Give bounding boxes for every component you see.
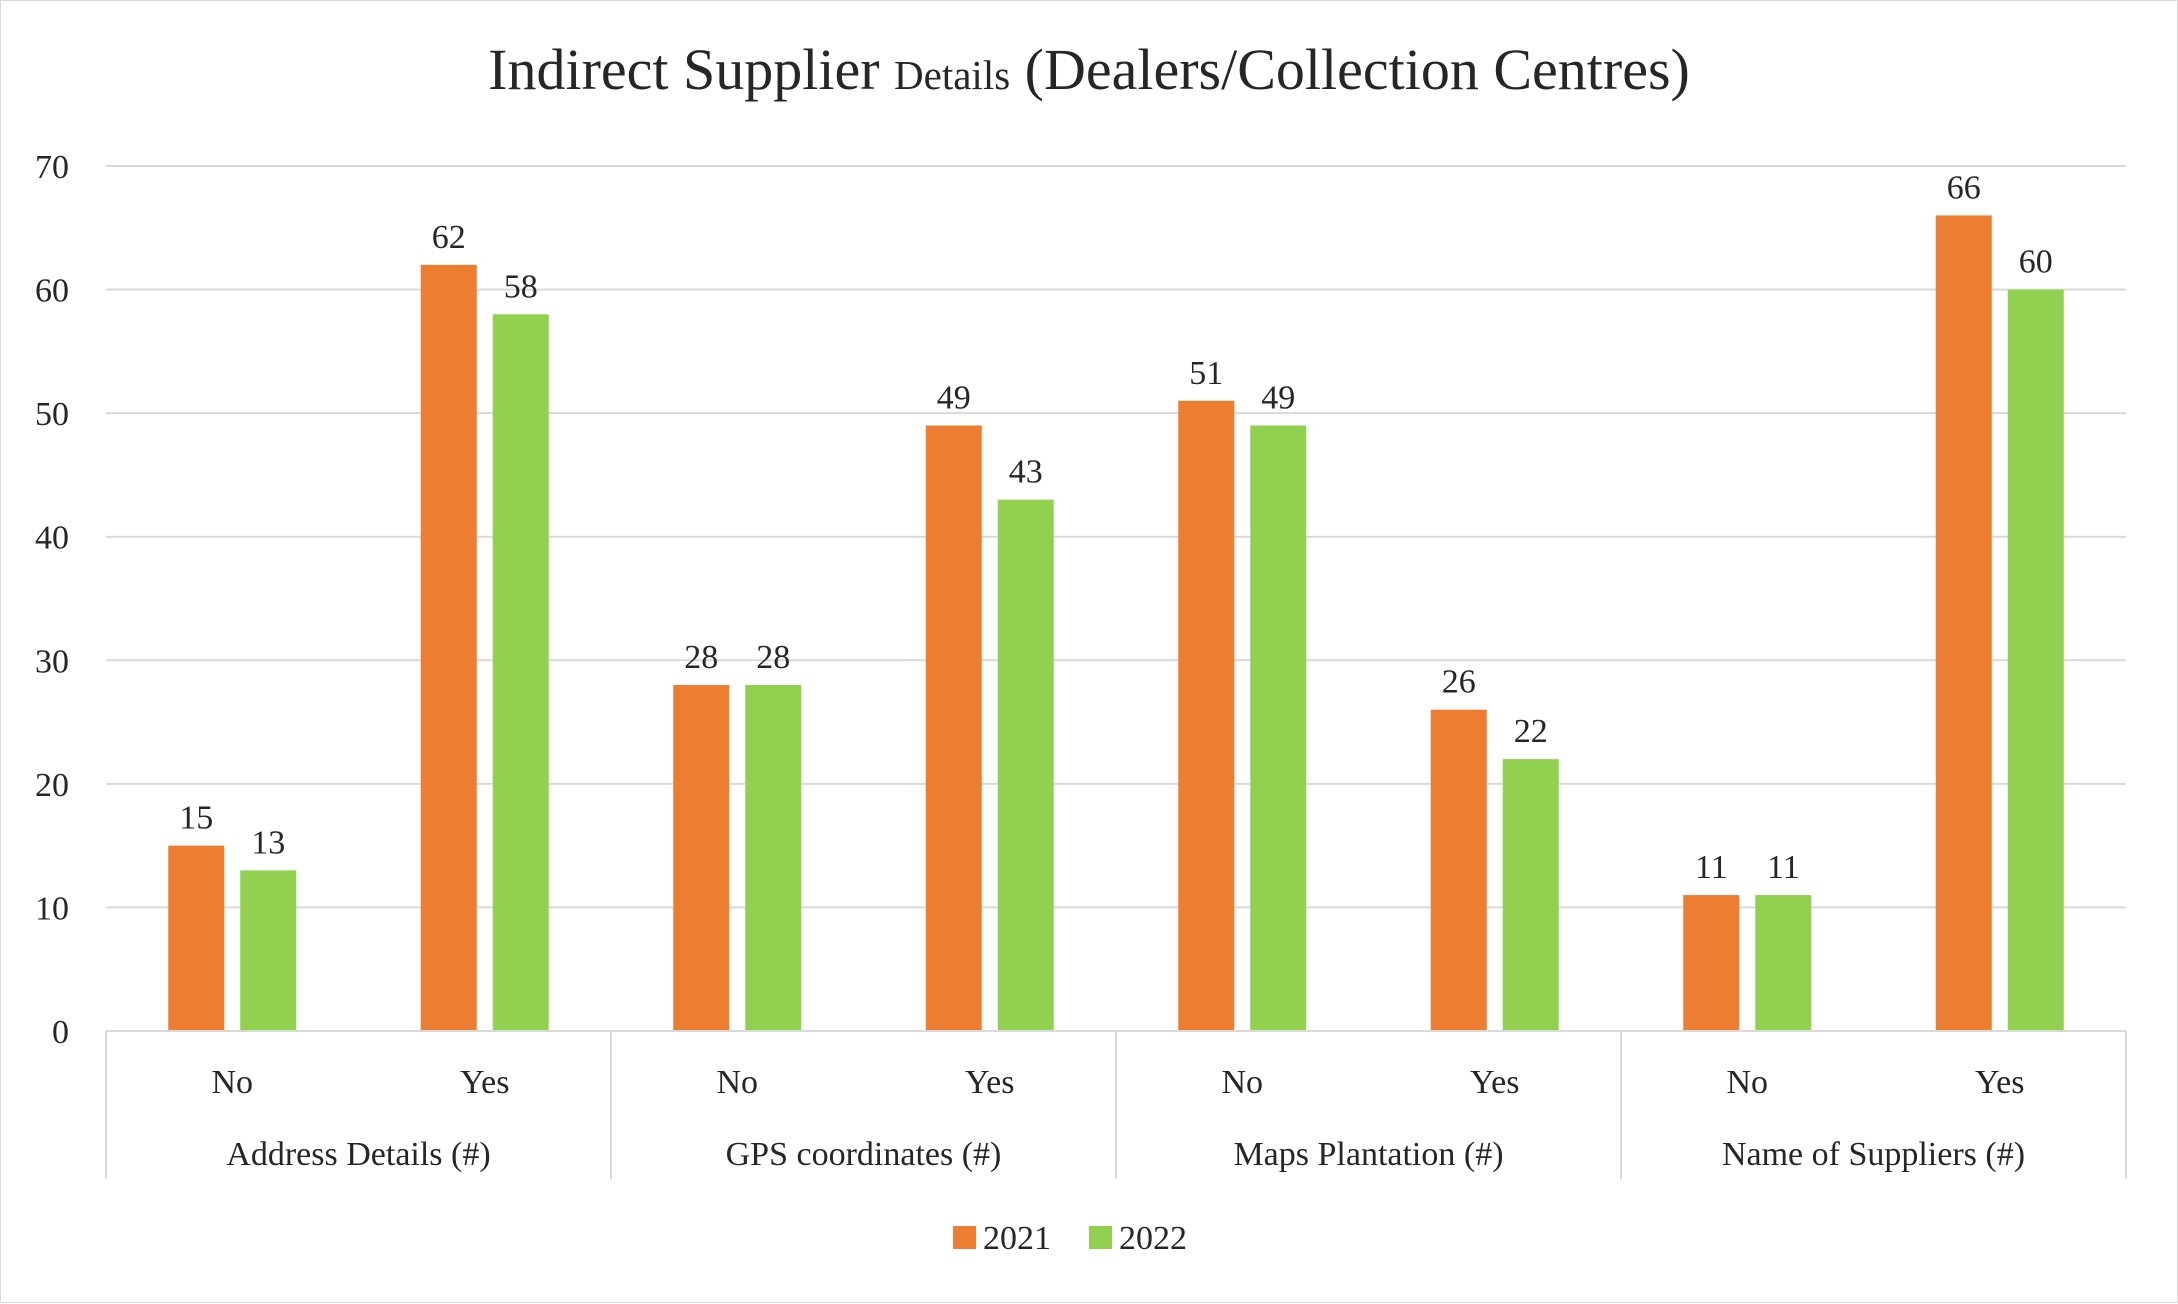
data-label: 60 xyxy=(2019,244,2053,281)
data-label: 28 xyxy=(756,639,790,676)
y-tick-label: 30 xyxy=(35,643,69,680)
bar xyxy=(997,499,1054,1032)
data-label: 26 xyxy=(1442,664,1476,701)
bars xyxy=(168,215,2064,1032)
y-tick-label: 50 xyxy=(35,396,69,433)
x-category-label: No xyxy=(716,1064,758,1101)
chart-title-small: Details xyxy=(894,52,1010,98)
y-tick-label: 70 xyxy=(35,149,69,186)
legend-label: 2021 xyxy=(983,1220,1051,1257)
bar xyxy=(1683,895,1740,1031)
x-group-label: GPS coordinates (#) xyxy=(726,1136,1002,1173)
x-axis: No Yes Address Details (#) No Yes GPS coordin… xyxy=(105,1030,2127,1179)
bar xyxy=(240,870,297,1031)
legend-label: 2022 xyxy=(1119,1220,1187,1257)
bar xyxy=(925,425,982,1031)
bar xyxy=(1755,895,1812,1031)
chart-title-tail: (Dealers/Collection Centres) xyxy=(1025,37,1690,102)
gridlines xyxy=(106,165,2126,909)
data-label: 22 xyxy=(1514,713,1548,750)
y-tick-label: 40 xyxy=(35,520,69,557)
data-label: 49 xyxy=(1261,380,1295,417)
data-label: 58 xyxy=(504,268,538,305)
data-label: 49 xyxy=(937,380,971,417)
y-tick-label: 0 xyxy=(52,1014,69,1051)
x-category-label: No xyxy=(1726,1064,1768,1101)
data-label: 11 xyxy=(1767,849,1800,886)
data-label: 51 xyxy=(1189,355,1223,392)
x-category-label: Yes xyxy=(460,1064,509,1101)
y-tick-label: 60 xyxy=(35,273,69,310)
y-tick-label: 10 xyxy=(35,890,69,927)
bar xyxy=(420,264,477,1031)
x-category-label: Yes xyxy=(965,1064,1014,1101)
bar xyxy=(745,685,802,1031)
x-category-label: No xyxy=(1221,1064,1263,1101)
bar xyxy=(1430,709,1487,1031)
x-group-label: Maps Plantation (#) xyxy=(1233,1136,1503,1173)
data-labels: 15 62 28 49 51 26 11 66 13 58 28 43 49 22 11 60 xyxy=(179,169,2053,886)
x-category-label: Yes xyxy=(1470,1064,1519,1101)
legend: 2021 2022 xyxy=(953,1220,1187,1257)
x-category-label: Yes xyxy=(1975,1064,2024,1101)
bar xyxy=(492,314,549,1031)
chart-title-main: Indirect Supplier xyxy=(488,37,879,102)
bar xyxy=(673,685,730,1031)
y-tick-label: 20 xyxy=(35,767,69,804)
y-axis-tick-labels: 0 10 20 30 40 50 60 70 xyxy=(35,149,69,1051)
legend-swatch xyxy=(1089,1226,1112,1249)
data-label: 15 xyxy=(179,800,213,837)
x-category-label: No xyxy=(211,1064,253,1101)
data-label: 43 xyxy=(1009,454,1043,491)
bar xyxy=(1935,215,1992,1031)
data-label: 13 xyxy=(251,824,285,861)
data-label: 11 xyxy=(1695,849,1728,886)
bar xyxy=(1178,400,1235,1031)
bar xyxy=(1502,759,1559,1031)
data-label: 66 xyxy=(1947,169,1981,206)
bar xyxy=(1250,425,1307,1031)
bar xyxy=(2007,289,2064,1032)
data-label: 62 xyxy=(432,219,466,256)
legend-swatch xyxy=(953,1226,976,1249)
data-label: 28 xyxy=(684,639,718,676)
x-group-label: Address Details (#) xyxy=(226,1136,490,1173)
x-group-label: Name of Suppliers (#) xyxy=(1722,1136,2025,1173)
chart-title: Indirect Supplier Details (Dealers/Colle… xyxy=(488,37,1690,102)
bar xyxy=(168,845,225,1031)
